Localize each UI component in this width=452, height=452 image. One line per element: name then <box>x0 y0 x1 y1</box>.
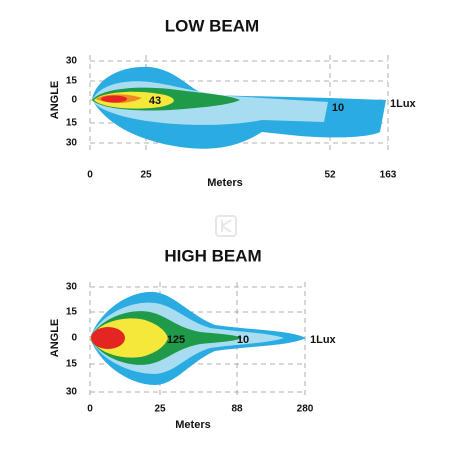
x-axis-label: Meters <box>175 419 210 431</box>
y-tick-label: 30 <box>66 282 78 293</box>
contour-label: 10 <box>332 102 344 114</box>
y-ticks: 30 15 0 15 30 <box>66 282 78 398</box>
y-tick-label: 30 <box>66 387 78 398</box>
contour-red <box>91 327 125 349</box>
x-tick-label: 25 <box>154 404 166 415</box>
y-ticks: 30 15 0 15 30 <box>66 56 78 149</box>
y-tick-label: 30 <box>66 138 78 149</box>
contour-label: 1Lux <box>310 334 337 346</box>
contour-red <box>101 95 127 103</box>
y-tick-label: 15 <box>66 118 78 129</box>
y-tick-label: 0 <box>71 333 77 344</box>
chart-title: LOW BEAM <box>165 16 259 35</box>
beam-pattern <box>90 291 306 385</box>
y-tick-label: 15 <box>66 76 78 87</box>
contour-label: 10 <box>237 334 249 346</box>
chart-title: HIGH BEAM <box>164 246 261 265</box>
y-axis-label: ANGLE <box>49 81 61 120</box>
high-beam-chart: HIGH BEAM 125 10 1Lux 30 15 0 15 30 0 25 88 280… <box>49 246 337 430</box>
low-beam-chart: LOW BEAM 43 10 1Lux 30 15 0 15 30 0 25 52 163 A… <box>49 16 417 188</box>
contour-label: 1Lux <box>390 98 417 110</box>
x-tick-label: 88 <box>231 404 243 415</box>
x-ticks: 0 25 52 163 <box>87 170 397 181</box>
x-tick-label: 280 <box>297 404 314 415</box>
y-tick-label: 15 <box>66 307 78 318</box>
contour-label: 43 <box>149 95 161 107</box>
y-tick-label: 0 <box>71 95 77 106</box>
x-ticks: 0 25 88 280 <box>87 404 314 415</box>
x-axis-label: Meters <box>207 177 242 189</box>
x-tick-label: 52 <box>324 170 336 181</box>
watermark <box>215 215 237 237</box>
x-tick-label: 163 <box>380 170 397 181</box>
x-tick-label: 0 <box>87 170 93 181</box>
contour-label: 125 <box>167 334 185 346</box>
beam-pattern <box>92 66 386 149</box>
y-tick-label: 15 <box>66 359 78 370</box>
x-tick-label: 25 <box>140 170 152 181</box>
y-tick-label: 30 <box>66 56 78 67</box>
y-axis-label: ANGLE <box>49 319 61 358</box>
x-tick-label: 0 <box>87 404 93 415</box>
